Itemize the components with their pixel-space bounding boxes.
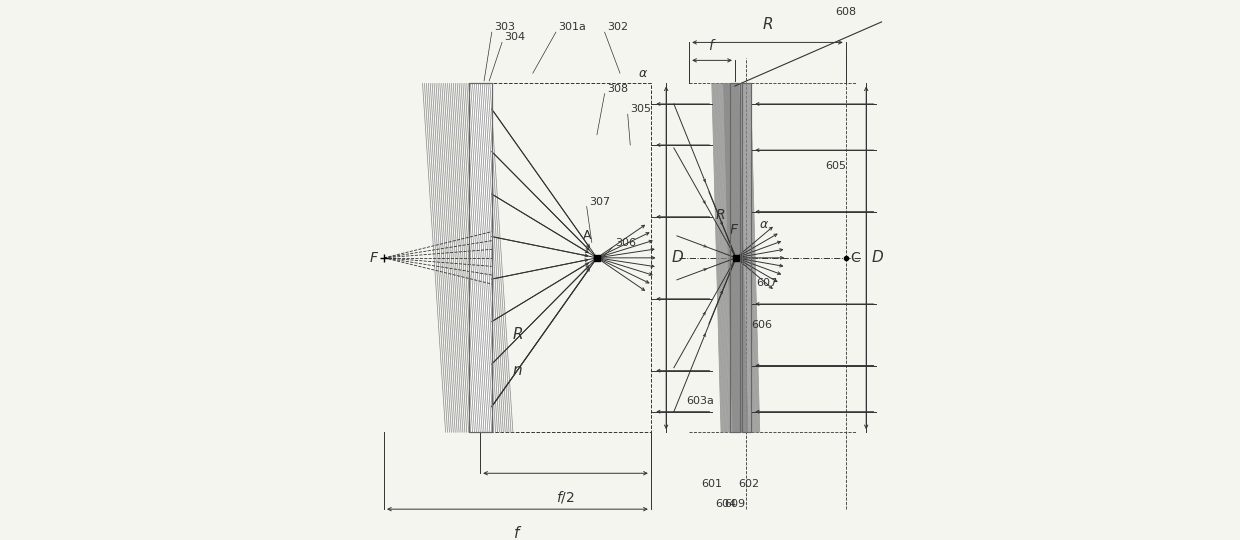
Text: 302: 302 bbox=[608, 22, 629, 32]
Text: D: D bbox=[671, 251, 683, 265]
Text: D: D bbox=[872, 251, 883, 265]
Text: R: R bbox=[512, 327, 523, 342]
Text: n: n bbox=[512, 363, 522, 378]
Text: 608: 608 bbox=[836, 6, 857, 17]
Text: 603a: 603a bbox=[687, 396, 714, 407]
Text: 609: 609 bbox=[724, 499, 745, 509]
Text: 301a: 301a bbox=[558, 22, 587, 32]
Text: 606: 606 bbox=[750, 320, 771, 329]
Text: $\alpha$: $\alpha$ bbox=[759, 218, 769, 231]
Text: 602: 602 bbox=[738, 478, 759, 489]
Text: F: F bbox=[370, 251, 378, 265]
Text: 607: 607 bbox=[756, 279, 777, 288]
Text: 601: 601 bbox=[701, 478, 722, 489]
Text: 304: 304 bbox=[505, 32, 526, 43]
Bar bbox=[469, 84, 492, 432]
Bar bbox=[730, 84, 739, 432]
Bar bbox=[469, 84, 492, 432]
Text: 308: 308 bbox=[608, 84, 629, 94]
Text: R: R bbox=[715, 208, 725, 222]
Text: 305: 305 bbox=[630, 104, 651, 114]
Text: 605: 605 bbox=[825, 160, 846, 171]
Text: $f$: $f$ bbox=[513, 524, 522, 540]
Bar bbox=[742, 84, 751, 432]
Text: F: F bbox=[729, 224, 738, 237]
Text: 306: 306 bbox=[615, 238, 636, 247]
Text: A: A bbox=[583, 230, 591, 242]
Bar bbox=[730, 84, 739, 432]
Text: $f$: $f$ bbox=[708, 38, 717, 53]
Text: $\alpha$: $\alpha$ bbox=[637, 67, 649, 80]
Text: 604: 604 bbox=[715, 499, 737, 509]
Text: 303: 303 bbox=[495, 22, 516, 32]
Bar bbox=[742, 84, 751, 432]
Text: $f/2$: $f/2$ bbox=[557, 489, 574, 505]
Text: R: R bbox=[763, 17, 773, 32]
Text: C: C bbox=[849, 251, 859, 265]
Text: 307: 307 bbox=[589, 197, 610, 207]
